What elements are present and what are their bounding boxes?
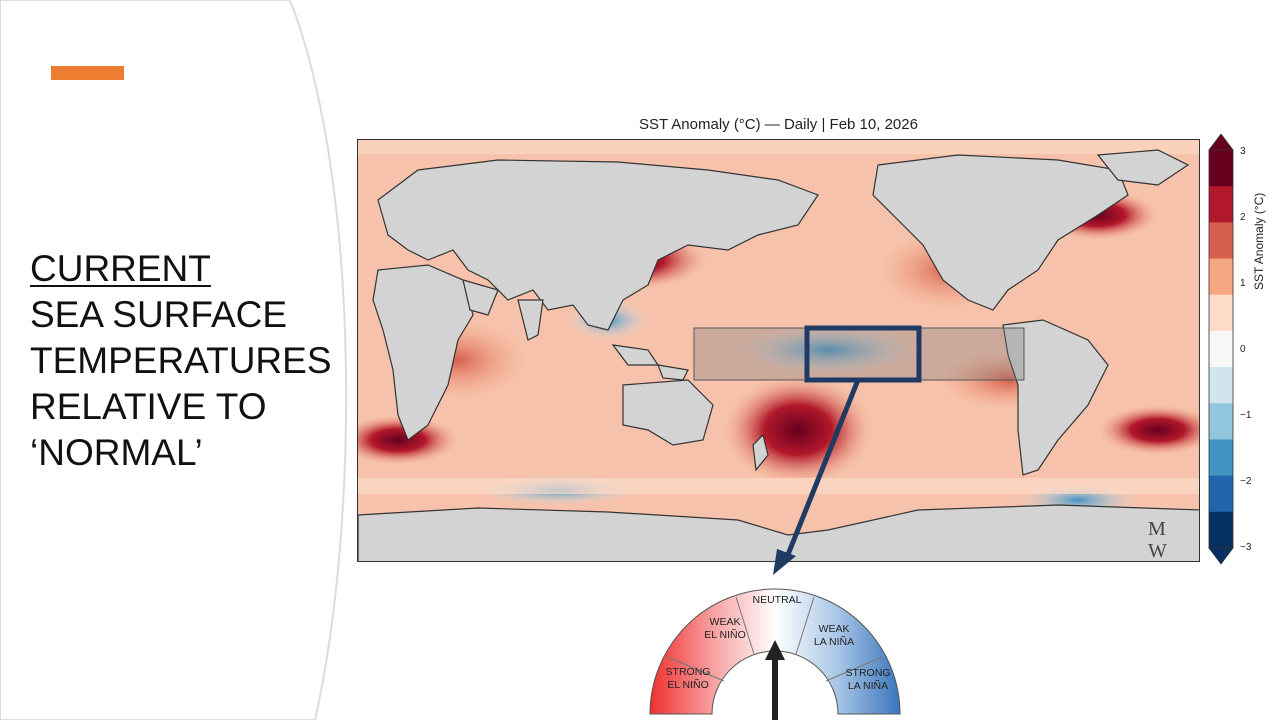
- sst-colorbar: [1208, 134, 1234, 565]
- colorbar-tick-label: 2: [1240, 212, 1246, 223]
- colorbar-segment: [1209, 150, 1233, 187]
- gauge-label-weak-el-nino: WEAK EL NIÑO: [704, 616, 746, 641]
- colorbar-segment: [1209, 186, 1233, 223]
- map-title: SST Anomaly (°C) — Daily | Feb 10, 2026: [639, 116, 918, 133]
- nino-region-shading: [693, 327, 1025, 381]
- headline-line-4: RELATIVE TO: [30, 386, 267, 427]
- eurasia: [377, 159, 819, 331]
- sst-anomaly-map: M W: [357, 139, 1200, 562]
- enso-gauge: [649, 588, 901, 720]
- greenland: [1096, 149, 1190, 186]
- cool-anomaly-equatorial-pacific: [738, 325, 918, 375]
- land-masses: [358, 149, 1199, 561]
- gauge-label-strong-la-nina: STRONG LA NIÑA: [845, 667, 891, 692]
- slide-headline: CURRENT SEA SURFACE TEMPERATURES RELATIV…: [30, 246, 332, 476]
- arabia: [462, 279, 499, 316]
- colorbar-tick-label: 3: [1240, 146, 1246, 157]
- nino34-box: [804, 325, 922, 383]
- australia: [622, 379, 714, 446]
- colorbar-segment: [1209, 222, 1233, 260]
- colorbar-segment: [1209, 367, 1233, 404]
- colorbar-segment: [1209, 330, 1233, 368]
- gauge-label-strong-el-nino: STRONG EL NIÑO: [665, 666, 711, 691]
- headline-line-2: SEA SURFACE: [30, 294, 288, 335]
- north-america: [872, 154, 1129, 311]
- colorbar-segment: [1209, 403, 1233, 440]
- colorbar-segment: [1209, 258, 1233, 296]
- headline-line-5: ‘NORMAL’: [30, 432, 203, 473]
- headline-line-3: TEMPERATURES: [30, 340, 332, 381]
- watermark-m: M: [1148, 518, 1166, 540]
- colorbar-segment: [1209, 511, 1233, 549]
- colorbar-tick-label: 0: [1240, 344, 1246, 355]
- colorbar-tick-label: −3: [1240, 542, 1252, 553]
- gauge-label-neutral: NEUTRAL: [752, 594, 802, 606]
- colorbar-tick-label: −2: [1240, 476, 1252, 487]
- sst-map-canvas: M W: [358, 140, 1199, 562]
- colorbar-tick-label: 1: [1240, 278, 1246, 289]
- india: [517, 299, 544, 341]
- watermark-w: W: [1148, 540, 1167, 562]
- warm-anomaly-south-atlantic: [1098, 405, 1199, 455]
- accent-bar: [51, 66, 124, 80]
- colorbar-tick-label: −1: [1240, 410, 1252, 421]
- gauge-label-weak-la-nina: WEAK LA NIÑA: [813, 623, 855, 648]
- colorbar-segment: [1209, 294, 1233, 332]
- colorbar-segment: [1209, 439, 1233, 477]
- headline-line-current: CURRENT: [30, 248, 211, 289]
- new-zealand: [752, 433, 769, 472]
- colorbar-segment: [1209, 475, 1233, 513]
- antarctica: [358, 504, 1199, 561]
